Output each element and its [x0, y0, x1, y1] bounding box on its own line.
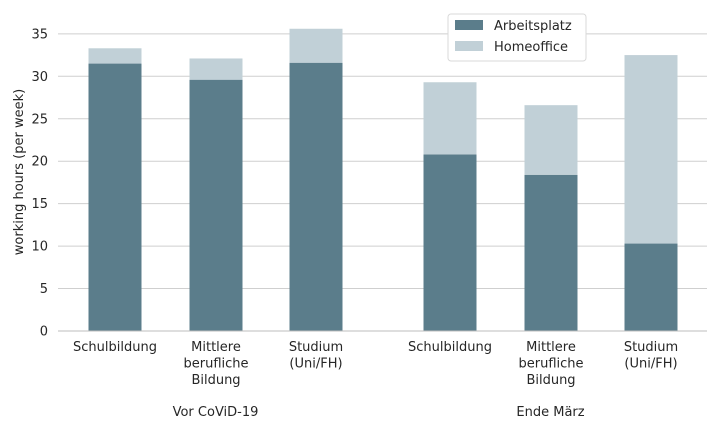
x-axis: Schulbildung Mittlere berufliche Bildung Stu…	[58, 330, 707, 420]
x-tick-label: Studium (Uni/FH)	[624, 340, 678, 372]
group-label: Vor CoViD-19	[173, 405, 259, 420]
y-axis-label: working hours (per week)	[12, 89, 27, 255]
y-tick-label: 5	[40, 282, 48, 297]
x-tick-label: Studium (Uni/FH)	[289, 340, 343, 372]
y-tick-label: 25	[31, 112, 48, 127]
bar-homeoffice	[624, 55, 678, 244]
bar-homeoffice	[423, 82, 477, 155]
bars	[88, 28, 678, 331]
legend-swatch	[455, 41, 483, 51]
bar-homeoffice	[88, 48, 142, 64]
bar-arbeitsplatz	[524, 174, 578, 331]
group-label: Ende März	[516, 405, 584, 420]
bar-arbeitsplatz	[88, 63, 142, 331]
y-axis: 0 5 10 15 20 25 30 35	[31, 27, 48, 339]
bar-homeoffice	[289, 28, 343, 63]
legend: Arbeitsplatz Homeoffice	[447, 13, 587, 62]
y-tick-label: 30	[31, 70, 48, 85]
bar-homeoffice	[189, 58, 243, 80]
bar-arbeitsplatz	[423, 154, 477, 331]
y-tick-label: 20	[31, 155, 48, 170]
bar-arbeitsplatz	[624, 243, 678, 331]
x-tick-label: Schulbildung	[408, 340, 492, 355]
y-tick-label: 35	[31, 27, 48, 42]
bar-homeoffice	[524, 105, 578, 175]
x-tick-label: Mittlere berufliche Bildung	[183, 340, 248, 388]
y-tick-label: 0	[40, 325, 48, 340]
bar-arbeitsplatz	[289, 62, 343, 331]
x-tick-label: Mittlere berufliche Bildung	[518, 340, 583, 388]
bar-arbeitsplatz	[189, 79, 243, 331]
legend-label: Homeoffice	[494, 40, 568, 55]
legend-swatch	[455, 20, 483, 30]
y-tick-label: 10	[31, 240, 48, 255]
y-tick-label: 15	[31, 197, 48, 212]
x-tick-label: Schulbildung	[73, 340, 157, 355]
legend-label: Arbeitsplatz	[494, 19, 572, 34]
gridlines	[58, 33, 707, 332]
